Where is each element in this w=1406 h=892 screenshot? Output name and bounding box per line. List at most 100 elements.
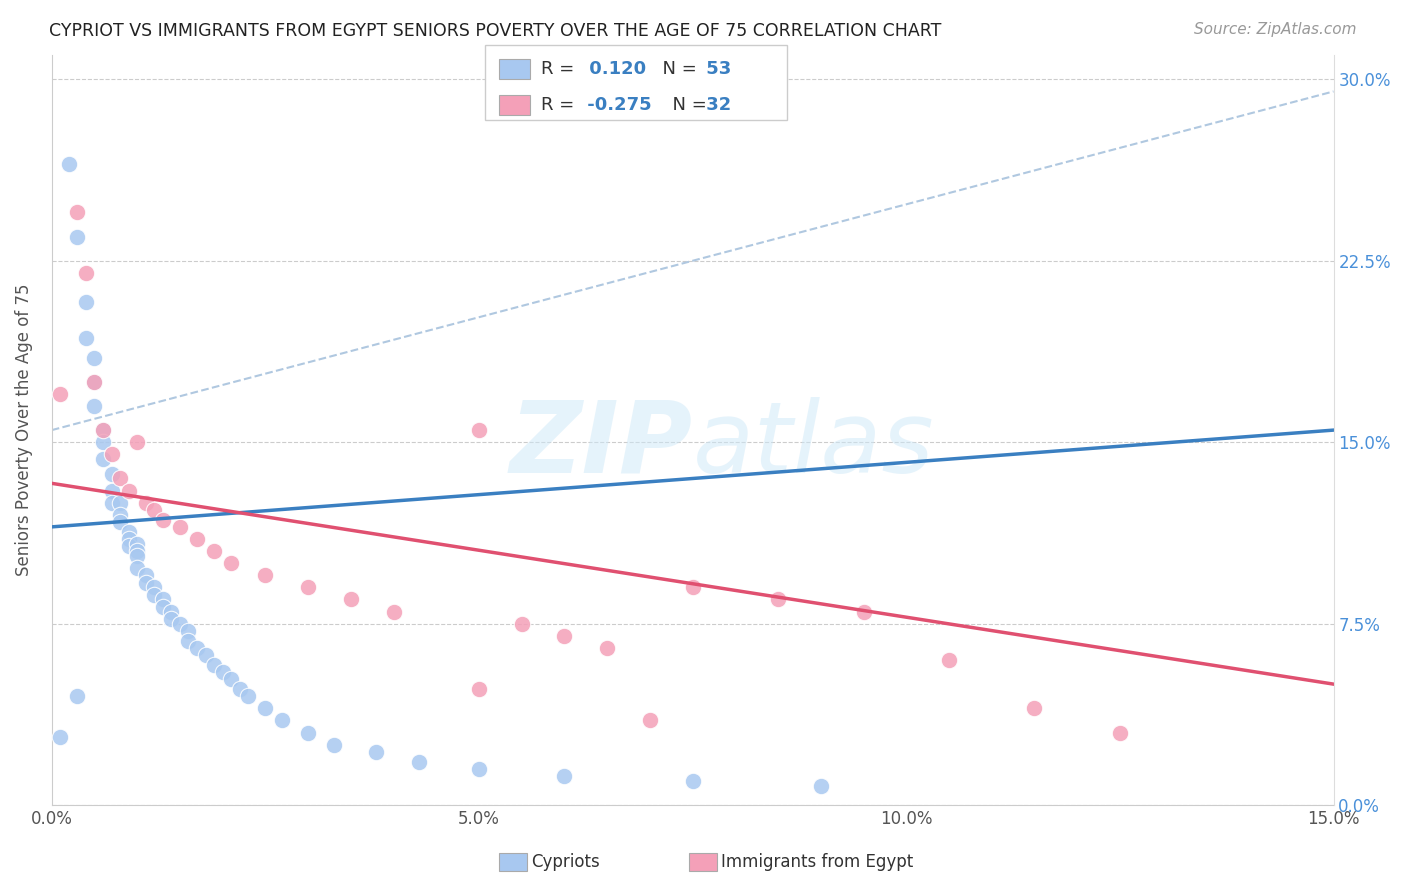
- Point: [118, 539, 141, 553]
- Point: [297, 580, 319, 594]
- Point: [1109, 725, 1132, 739]
- Point: [202, 544, 225, 558]
- Point: [160, 605, 183, 619]
- Point: [83, 375, 105, 389]
- Point: [682, 773, 704, 788]
- Point: [108, 471, 131, 485]
- Point: [143, 588, 166, 602]
- Point: [160, 612, 183, 626]
- Point: [75, 331, 97, 345]
- Point: [938, 653, 960, 667]
- Y-axis label: Seniors Poverty Over the Age of 75: Seniors Poverty Over the Age of 75: [15, 284, 32, 576]
- Point: [297, 725, 319, 739]
- Point: [219, 673, 242, 687]
- Text: -0.275: -0.275: [581, 96, 651, 114]
- Point: [186, 640, 208, 655]
- Point: [49, 387, 72, 401]
- Point: [382, 605, 405, 619]
- Point: [152, 592, 174, 607]
- Point: [66, 229, 89, 244]
- Point: [108, 515, 131, 529]
- Point: [238, 690, 260, 704]
- Text: R =: R =: [541, 60, 575, 78]
- Point: [127, 549, 149, 563]
- Point: [638, 714, 661, 728]
- Point: [118, 483, 141, 498]
- Point: [202, 657, 225, 672]
- Point: [100, 496, 122, 510]
- Point: [127, 561, 149, 575]
- Point: [254, 568, 277, 582]
- Point: [322, 738, 344, 752]
- Text: Immigrants from Egypt: Immigrants from Egypt: [721, 853, 914, 871]
- Point: [100, 483, 122, 498]
- Point: [91, 435, 114, 450]
- Point: [810, 779, 832, 793]
- Text: 0.120: 0.120: [583, 60, 647, 78]
- Point: [468, 762, 491, 776]
- Text: Source: ZipAtlas.com: Source: ZipAtlas.com: [1194, 22, 1357, 37]
- Point: [135, 496, 157, 510]
- Point: [468, 681, 491, 696]
- Point: [91, 423, 114, 437]
- Point: [219, 556, 242, 570]
- Point: [340, 592, 363, 607]
- Text: Cypriots: Cypriots: [531, 853, 600, 871]
- Point: [127, 544, 149, 558]
- Point: [194, 648, 217, 662]
- Point: [143, 580, 166, 594]
- Text: R =: R =: [541, 96, 575, 114]
- Point: [108, 496, 131, 510]
- Text: N =: N =: [651, 60, 697, 78]
- Point: [127, 435, 149, 450]
- Point: [152, 513, 174, 527]
- Point: [596, 640, 619, 655]
- Text: N =: N =: [661, 96, 707, 114]
- Point: [254, 701, 277, 715]
- Point: [143, 503, 166, 517]
- Point: [91, 452, 114, 467]
- Point: [169, 616, 191, 631]
- Point: [118, 524, 141, 539]
- Point: [553, 629, 575, 643]
- Point: [408, 755, 430, 769]
- Point: [135, 568, 157, 582]
- Point: [100, 467, 122, 481]
- Point: [152, 599, 174, 614]
- Point: [118, 532, 141, 546]
- Point: [366, 745, 388, 759]
- Point: [1024, 701, 1046, 715]
- Point: [169, 520, 191, 534]
- Point: [510, 616, 533, 631]
- Point: [127, 537, 149, 551]
- Point: [682, 580, 704, 594]
- Point: [66, 690, 89, 704]
- Point: [177, 633, 200, 648]
- Point: [100, 447, 122, 461]
- Point: [135, 575, 157, 590]
- Point: [66, 205, 89, 219]
- Point: [229, 681, 252, 696]
- Point: [91, 423, 114, 437]
- Text: ZIP: ZIP: [509, 397, 693, 493]
- Point: [75, 294, 97, 309]
- Point: [58, 157, 80, 171]
- Point: [108, 508, 131, 522]
- Point: [75, 266, 97, 280]
- Point: [177, 624, 200, 638]
- Point: [49, 731, 72, 745]
- Point: [468, 423, 491, 437]
- Point: [271, 714, 294, 728]
- Point: [83, 351, 105, 365]
- Point: [211, 665, 233, 679]
- Text: 53: 53: [700, 60, 731, 78]
- Point: [186, 532, 208, 546]
- Point: [766, 592, 789, 607]
- Point: [83, 375, 105, 389]
- Point: [553, 769, 575, 783]
- Text: 32: 32: [700, 96, 731, 114]
- Text: atlas: atlas: [693, 397, 934, 493]
- Point: [83, 399, 105, 413]
- Point: [852, 605, 875, 619]
- Text: CYPRIOT VS IMMIGRANTS FROM EGYPT SENIORS POVERTY OVER THE AGE OF 75 CORRELATION : CYPRIOT VS IMMIGRANTS FROM EGYPT SENIORS…: [49, 22, 942, 40]
